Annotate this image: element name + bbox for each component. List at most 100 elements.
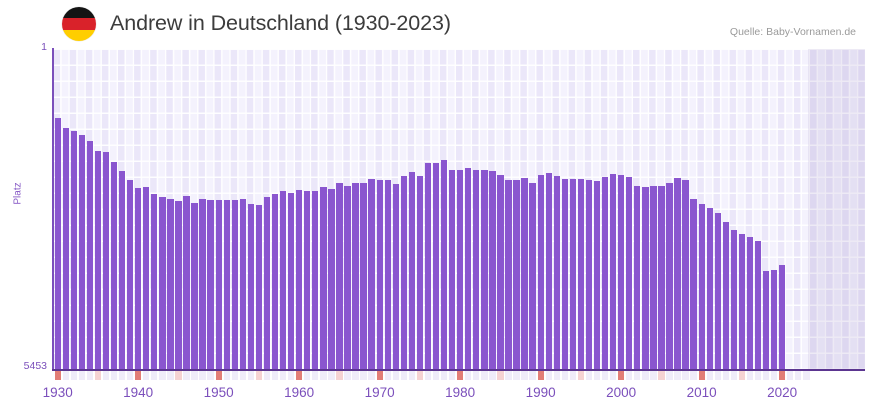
bar[interactable] xyxy=(296,190,303,369)
bar[interactable] xyxy=(505,180,512,369)
bar[interactable] xyxy=(553,176,560,369)
bar[interactable] xyxy=(746,237,754,369)
bar[interactable] xyxy=(601,177,609,369)
bar[interactable] xyxy=(473,170,480,369)
bar[interactable] xyxy=(521,178,528,369)
bar[interactable] xyxy=(561,179,569,369)
bar[interactable] xyxy=(320,187,327,369)
bar[interactable] xyxy=(440,160,448,369)
bar[interactable] xyxy=(682,180,689,369)
bar[interactable] xyxy=(448,170,456,369)
bar[interactable] xyxy=(304,191,311,369)
bar[interactable] xyxy=(392,184,399,369)
x-axis-label: 2010 xyxy=(686,385,717,400)
bar[interactable] xyxy=(779,265,786,369)
bar[interactable] xyxy=(416,176,424,369)
x-axis-tick xyxy=(626,371,633,380)
bar[interactable] xyxy=(279,191,287,369)
bar[interactable] xyxy=(384,180,391,369)
bar[interactable] xyxy=(690,199,697,369)
bar[interactable] xyxy=(215,200,222,369)
bar[interactable] xyxy=(328,189,335,369)
bar[interactable] xyxy=(102,152,110,369)
bar[interactable] xyxy=(151,194,158,369)
bar[interactable] xyxy=(159,197,166,369)
bar[interactable] xyxy=(770,270,778,369)
bar[interactable] xyxy=(336,183,343,369)
bar[interactable] xyxy=(143,187,150,369)
bar[interactable] xyxy=(287,193,295,369)
bar[interactable] xyxy=(78,135,86,369)
bar[interactable] xyxy=(231,200,238,369)
bar[interactable] xyxy=(175,201,182,369)
bar[interactable] xyxy=(593,181,601,369)
bar[interactable] xyxy=(344,186,351,369)
bar[interactable] xyxy=(569,179,577,369)
bar[interactable] xyxy=(642,187,649,369)
bar[interactable] xyxy=(650,186,657,369)
bar[interactable] xyxy=(585,180,593,369)
bar[interactable] xyxy=(465,168,472,369)
bar[interactable] xyxy=(183,196,190,369)
bar[interactable] xyxy=(545,173,552,369)
bar[interactable] xyxy=(618,175,625,369)
bar[interactable] xyxy=(432,163,440,369)
bar[interactable] xyxy=(199,199,206,369)
bar[interactable] xyxy=(754,241,762,369)
bar[interactable] xyxy=(223,200,230,369)
bar[interactable] xyxy=(730,230,738,369)
bar[interactable] xyxy=(167,199,174,369)
bar[interactable] xyxy=(481,170,488,369)
bar[interactable] xyxy=(239,199,247,369)
bar[interactable] xyxy=(70,131,77,369)
bar[interactable] xyxy=(62,128,69,369)
bar[interactable] xyxy=(529,183,536,369)
bar[interactable] xyxy=(714,213,721,369)
bar[interactable] xyxy=(738,234,746,369)
bar[interactable] xyxy=(424,163,432,369)
x-axis-tick xyxy=(376,371,383,380)
bar[interactable] xyxy=(94,151,102,369)
bar[interactable] xyxy=(360,183,367,369)
bar[interactable] xyxy=(110,162,118,369)
bar[interactable] xyxy=(247,204,255,369)
bar[interactable] xyxy=(626,177,633,369)
x-axis-tick xyxy=(416,371,424,380)
x-axis-tick xyxy=(690,371,697,380)
bar[interactable] xyxy=(634,186,641,369)
bar[interactable] xyxy=(513,180,520,369)
bar[interactable] xyxy=(457,170,464,369)
bar[interactable] xyxy=(376,180,383,369)
bar[interactable] xyxy=(698,204,705,369)
bar[interactable] xyxy=(54,118,61,369)
bar[interactable] xyxy=(706,208,713,369)
bar[interactable] xyxy=(263,197,271,369)
x-axis-tick xyxy=(159,371,166,380)
bar[interactable] xyxy=(312,191,319,369)
bar[interactable] xyxy=(126,180,134,369)
bar[interactable] xyxy=(577,179,585,369)
bar[interactable] xyxy=(408,172,416,369)
bar[interactable] xyxy=(118,171,126,369)
bar[interactable] xyxy=(537,175,544,369)
bar[interactable] xyxy=(609,174,617,369)
bar[interactable] xyxy=(352,183,359,369)
bar[interactable] xyxy=(666,183,673,369)
bar[interactable] xyxy=(722,222,730,369)
x-axis-tick xyxy=(344,371,351,380)
bar[interactable] xyxy=(207,200,214,369)
bar[interactable] xyxy=(762,271,770,369)
bar[interactable] xyxy=(497,175,504,369)
bar[interactable] xyxy=(368,179,375,369)
bar[interactable] xyxy=(191,203,198,369)
bar[interactable] xyxy=(658,186,665,369)
bar[interactable] xyxy=(86,141,94,369)
bar[interactable] xyxy=(271,194,279,369)
x-axis-tick xyxy=(328,371,335,380)
bar[interactable] xyxy=(400,176,408,369)
bar[interactable] xyxy=(255,205,263,369)
bar[interactable] xyxy=(135,188,142,369)
bar[interactable] xyxy=(489,171,496,369)
bar[interactable] xyxy=(674,178,681,369)
